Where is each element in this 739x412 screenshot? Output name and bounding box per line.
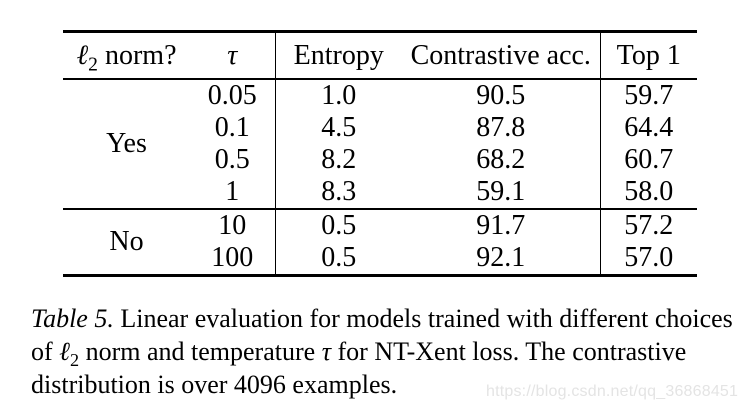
caption-tau-symbol: τ: [321, 337, 331, 366]
cell-top1: 57.2: [599, 208, 697, 242]
table-caption: Table 5. Linear evaluation for models tr…: [31, 302, 733, 401]
cell-contrastive-acc: 87.8: [476, 112, 526, 144]
cell-top1: 60.7: [599, 144, 697, 176]
caption-line-1: Table 5. Linear evaluation for models tr…: [31, 302, 733, 335]
cell-top1: 58.0: [599, 176, 697, 209]
caption-text-1: Linear evaluation for models trained wit…: [113, 304, 733, 333]
caption-l2-symbol: ℓ: [59, 337, 71, 366]
cell-top1: 64.4: [599, 112, 697, 144]
table-row: 0.5 8.2 68.2 60.7: [63, 144, 697, 176]
cell-contrastive-acc: 92.1: [476, 242, 526, 274]
cell-contrastive-acc: 68.2: [476, 144, 526, 176]
l2-subscript: 2: [88, 54, 98, 76]
l2-norm-text: norm?: [97, 39, 177, 71]
cell-contrastive-acc: 91.7: [402, 208, 600, 242]
cell-tau: 100: [211, 242, 254, 274]
cell-entropy: 8.2: [274, 144, 402, 176]
cell-contrastive-acc: 59.1: [476, 176, 526, 208]
cell-tau: 0.5: [214, 144, 250, 176]
caption-text-2b: norm and temperature: [79, 337, 322, 366]
cell-entropy: 4.5: [274, 112, 402, 144]
cell-entropy: 0.5: [274, 208, 402, 242]
caption-text-2c: for NT-Xent loss. The contrastive: [331, 337, 687, 366]
cell-tau: 1: [225, 176, 240, 208]
header-l2-norm: ℓ2 norm?: [63, 31, 190, 80]
csdn-watermark: https://blog.csdn.net/qq_36868451: [486, 383, 739, 400]
cell-contrastive-acc: 90.5: [476, 80, 526, 112]
cell-entropy: 0.5: [274, 242, 402, 276]
caption-text-2a: of: [31, 337, 60, 366]
cell-top1: 59.7: [599, 79, 697, 112]
cell-tau: 0.05: [207, 80, 257, 112]
cell-tau: 10: [190, 208, 275, 242]
table-row: No 10 0.5 91.7 57.2: [63, 208, 697, 276]
cell-entropy: 8.3: [274, 176, 402, 209]
group-label-yes: Yes: [106, 128, 147, 160]
results-table: ℓ2 norm? τ Entropy Contrastive acc. Top …: [63, 30, 697, 277]
table-row: 100 0.5 92.1 57.0: [63, 242, 697, 276]
cell-top1: 57.0: [599, 242, 697, 276]
header-contrastive-acc: Contrastive acc.: [402, 31, 600, 80]
group-label-no: No: [63, 208, 190, 276]
header-entropy: Entropy: [274, 31, 402, 80]
caption-l2-subscript: 2: [70, 350, 80, 371]
header-tau: τ: [190, 31, 275, 80]
table-row: 1 8.3 59.1 58.0: [63, 176, 697, 209]
table-row: 0.1 4.5 87.8 64.4: [63, 112, 697, 144]
l2-symbol: ℓ: [76, 39, 89, 71]
cell-entropy: 1.0: [274, 79, 402, 112]
cell-tau: 0.1: [214, 112, 250, 144]
caption-table-label: Table 5.: [31, 304, 114, 333]
caption-line-2: of ℓ2 norm and temperature τ for NT-Xent…: [31, 335, 731, 371]
caption-line-3: distribution is over 4096 examples.: [31, 370, 398, 399]
table-header-row: ℓ2 norm? τ Entropy Contrastive acc. Top …: [63, 31, 697, 80]
table-row: Yes 0.05 1.0 90.5 59.7: [63, 79, 697, 158]
header-top1: Top 1: [599, 31, 697, 80]
